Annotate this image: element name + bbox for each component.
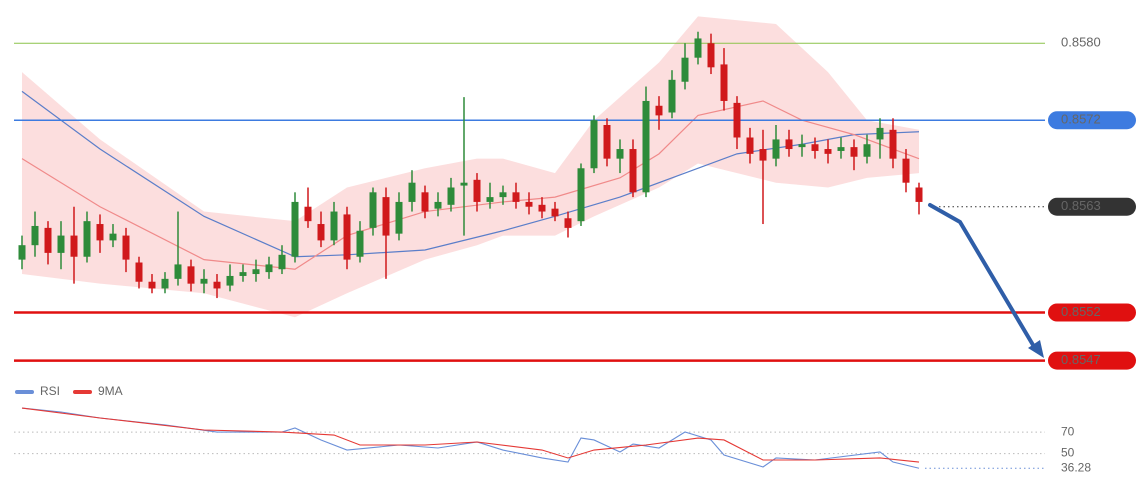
candle-body: [174, 264, 182, 279]
candle-body: [473, 179, 481, 202]
forecast-arrow: [928, 203, 1038, 352]
candle-body: [122, 235, 130, 260]
candle-body: [850, 147, 858, 157]
candle-body: [551, 208, 559, 217]
price-label-pill: [1048, 351, 1136, 370]
candle-body: [317, 224, 325, 241]
candle-body: [876, 127, 884, 140]
y-tick-label: 50: [1061, 446, 1075, 460]
candle-body: [343, 214, 351, 260]
candle-body: [460, 182, 468, 186]
candle-body: [161, 278, 169, 289]
indicator-line: [21, 407, 920, 463]
candle-body: [681, 57, 689, 82]
candle-body: [629, 149, 637, 193]
candle-body: [369, 192, 377, 228]
candle-body: [330, 211, 338, 241]
candle-body: [70, 235, 78, 257]
legend-label: 9MA: [98, 384, 123, 398]
candle-body: [772, 139, 780, 159]
candle-body: [18, 245, 26, 260]
price-label-pill: [1048, 111, 1136, 130]
candle-body: [655, 105, 663, 116]
candle-body: [915, 187, 923, 202]
candle-body: [668, 79, 676, 113]
candle-body: [811, 144, 819, 151]
candle-body: [785, 139, 793, 150]
candle-body: [213, 281, 221, 289]
candle-body: [31, 225, 39, 246]
candle-body: [148, 281, 156, 289]
candle-body: [278, 254, 286, 270]
candle-body: [200, 278, 208, 284]
candle-body: [694, 38, 702, 58]
candle-body: [239, 272, 247, 276]
candle-body: [57, 235, 65, 253]
legend-label: RSI: [40, 384, 60, 398]
price-label-pill: [1048, 303, 1136, 322]
candle-body: [434, 201, 442, 209]
candle-body: [83, 221, 91, 257]
candle-body: [590, 120, 598, 169]
candle-body: [603, 125, 611, 159]
candle-body: [252, 269, 260, 275]
candle-body: [44, 227, 52, 253]
candle-body: [577, 168, 585, 222]
candle-body: [642, 100, 650, 193]
candle-body: [421, 192, 429, 212]
candle-body: [486, 197, 494, 202]
bollinger-band: [22, 16, 919, 318]
candle-body: [135, 262, 143, 282]
candle-body: [304, 206, 312, 222]
price-label: 0.8547: [1061, 352, 1101, 367]
candle-body: [96, 224, 104, 241]
candle-body: [733, 102, 741, 138]
moving-average: [21, 100, 920, 270]
candle-body: [512, 192, 520, 202]
candle-body: [265, 264, 273, 273]
candle-body: [564, 218, 572, 228]
candle-body: [187, 266, 195, 284]
candle-body: [291, 201, 299, 257]
candle-body: [824, 149, 832, 154]
price-label: 0.8563: [1061, 198, 1101, 213]
candle-body: [382, 197, 390, 236]
candle-body: [538, 204, 546, 212]
candle-body: [837, 147, 845, 151]
candle-body: [746, 137, 754, 154]
candle-body: [356, 230, 364, 257]
candle-body: [499, 192, 507, 198]
candle-body: [109, 233, 117, 241]
indicator-line: [21, 407, 920, 469]
arrow-head: [1028, 340, 1044, 358]
candle-body: [395, 201, 403, 234]
candle-body: [902, 158, 910, 183]
price-label: 0.8572: [1061, 112, 1101, 127]
candle-body: [408, 182, 416, 202]
candle-body: [863, 144, 871, 157]
candle-body: [616, 149, 624, 159]
price-label: 0.8580: [1061, 35, 1101, 50]
candle-body: [889, 129, 897, 159]
candle-body: [447, 187, 455, 205]
price-label: 0.8552: [1061, 304, 1101, 319]
candle-body: [707, 43, 715, 68]
last-value-label: 36.28: [1061, 460, 1091, 474]
candle-body: [798, 144, 806, 148]
candle-body: [759, 149, 767, 161]
candle-body: [525, 201, 533, 207]
y-tick-label: 70: [1061, 424, 1075, 438]
price-label-pill: [1048, 197, 1136, 216]
candle-body: [720, 64, 728, 101]
candle-body: [226, 275, 234, 286]
